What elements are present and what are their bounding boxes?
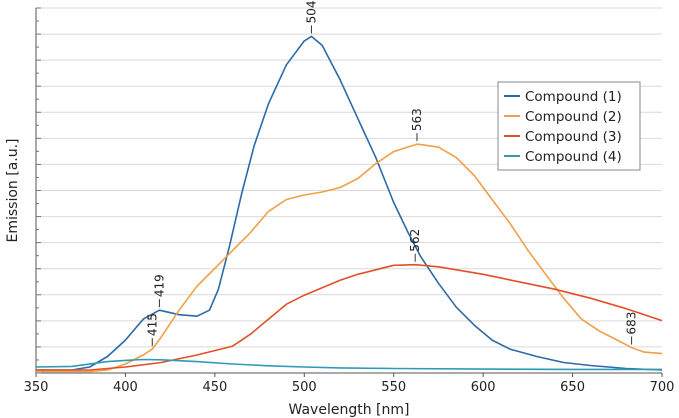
x-tick-label: 700 bbox=[650, 380, 675, 395]
peak-label: 563 bbox=[410, 108, 424, 131]
legend-label: Compound (2) bbox=[525, 109, 622, 125]
series-lines bbox=[35, 35, 663, 373]
x-tick-label: 350 bbox=[24, 380, 49, 395]
peak-annotations: 504 419 415 563 562 683 bbox=[145, 1, 639, 347]
legend-box bbox=[497, 81, 641, 171]
series-line-2 bbox=[36, 143, 663, 373]
x-tick-label: 400 bbox=[113, 380, 138, 395]
legend-label: Compound (4) bbox=[525, 149, 622, 165]
peak-label: 683 bbox=[625, 312, 639, 335]
x-axis-title: Wavelength [nm] bbox=[289, 402, 410, 418]
peak-label: 415 bbox=[145, 313, 159, 336]
legend: Compound (1) Compound (2) Compound (3) Comp… bbox=[497, 81, 641, 171]
legend-label: Compound (1) bbox=[525, 89, 622, 105]
x-tick-label: 650 bbox=[560, 380, 585, 395]
peak-label: 419 bbox=[152, 274, 166, 297]
series-line-3 bbox=[36, 263, 663, 371]
x-tick-labels: 350 400 450 500 550 600 650 700 bbox=[24, 373, 675, 395]
series-line-1 bbox=[36, 35, 663, 371]
peak-label: 504 bbox=[304, 1, 318, 24]
y-axis-title: Emission [a.u.] bbox=[5, 138, 21, 242]
legend-label: Compound (3) bbox=[525, 129, 622, 145]
x-tick-label: 450 bbox=[202, 380, 227, 395]
peak-label: 562 bbox=[408, 229, 422, 252]
x-tick-label: 600 bbox=[471, 380, 496, 395]
x-tick-label: 550 bbox=[381, 380, 406, 395]
x-tick-label: 500 bbox=[292, 380, 317, 395]
grid bbox=[36, 7, 662, 348]
series-line-4 bbox=[35, 358, 662, 371]
axes bbox=[35, 7, 662, 374]
